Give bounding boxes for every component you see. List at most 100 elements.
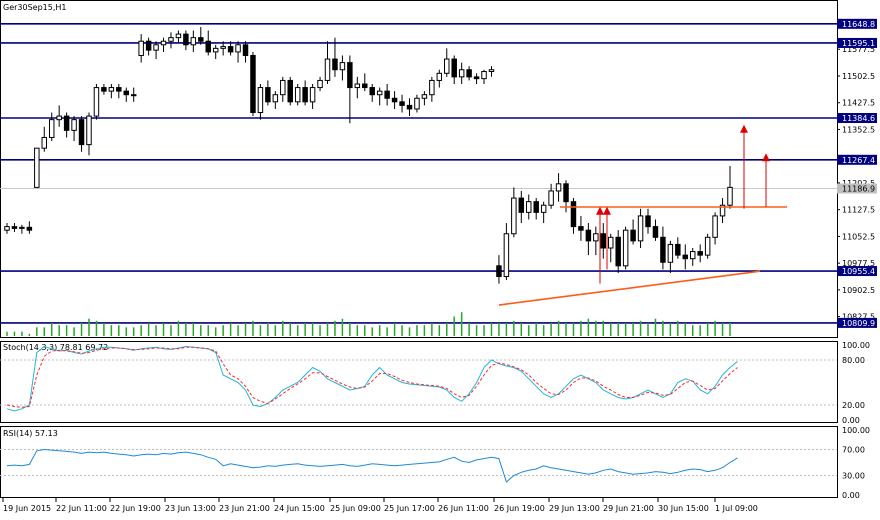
candle-body [26, 226, 33, 231]
candle-body [34, 147, 40, 188]
level-box [837, 154, 877, 165]
candle-body [227, 46, 234, 53]
candle-body [630, 229, 636, 242]
candle-body [19, 226, 25, 229]
y-tick-label: 11502.5 [842, 72, 875, 81]
y-tick-label: 11427.5 [842, 99, 875, 108]
stoch-tick-label: 20.00 [842, 401, 865, 410]
candle-body [555, 183, 562, 192]
x-tick-label: 29 Jun 21:00 [603, 504, 654, 513]
y-tick-label: 10977.5 [842, 259, 875, 268]
candle-body [108, 87, 115, 92]
y-tick-label: 10827.5 [842, 313, 875, 322]
candle-body [332, 58, 338, 71]
x-tick-label: 26 Jun 19:00 [494, 504, 545, 513]
candle-body [242, 44, 249, 56]
candle-body [145, 40, 152, 51]
current-price-label: 11186.9 [842, 184, 875, 193]
candle-body [235, 44, 241, 53]
candle-body [503, 233, 510, 278]
candle-body [78, 119, 85, 146]
level-label: 11267.4 [842, 156, 875, 165]
rsi-series-line [6, 448, 738, 483]
candle-body [496, 265, 502, 278]
stoch-pane: 100.00 80.00 20.00 0.00 [0, 341, 870, 425]
x-tick-label: 22 Jun 19:00 [110, 504, 161, 513]
candle-body [153, 44, 159, 51]
candle-body [48, 119, 55, 138]
candle-body [11, 226, 18, 229]
stoch-title: Stoch(14,3,3) 78.81 69.72 [3, 343, 108, 352]
main-pane-frame [0, 0, 838, 338]
x-tick-label: 30 Jun 15:00 [658, 504, 709, 513]
candle-body [563, 183, 569, 203]
candle-body [138, 40, 144, 56]
x-tick-label: 29 Jun 13:00 [549, 504, 600, 513]
stoch-series-line [6, 346, 738, 408]
candle-body [511, 197, 517, 235]
candle-body [354, 83, 361, 89]
rsi-tick-label: 0.00 [842, 491, 860, 500]
candle-body [123, 90, 129, 96]
rsi-pane-frame [0, 426, 838, 498]
candle-body [652, 226, 659, 238]
candle-body [578, 226, 584, 231]
rsi-title: RSI(14) 57.13 [3, 429, 58, 438]
candle-body [727, 186, 733, 206]
candle-body [116, 87, 122, 92]
candle-body [481, 71, 487, 80]
candle-body [280, 79, 286, 96]
candle-body [712, 215, 718, 238]
x-axis: 19 Jun 2015 22 Jun 11:00 22 Jun 19:00 23 Ju… [2, 498, 758, 513]
candle-body [86, 115, 92, 146]
arrow-head [603, 206, 611, 215]
stoch-pane-frame [0, 341, 838, 423]
y-tick-label: 11577.5 [842, 45, 875, 54]
candle-body [347, 62, 353, 89]
rsi-tick-label: 70.00 [842, 446, 865, 455]
candle-body [622, 229, 629, 267]
candle-body [205, 40, 211, 53]
y-tick-label: 11052.5 [842, 232, 875, 241]
candle-body [697, 251, 703, 256]
level-label: 10955.4 [842, 267, 875, 276]
candle-body [570, 201, 577, 228]
candle-body [56, 115, 62, 121]
candle-body [71, 119, 77, 131]
candle-body [324, 58, 331, 81]
candle-body [399, 101, 405, 106]
candle-body [130, 94, 137, 97]
candle-body [265, 87, 271, 103]
candle-body [391, 97, 398, 103]
x-tick-label: 26 Jun 11:00 [438, 504, 489, 513]
trend-line-rising [498, 270, 761, 306]
candle-body [317, 79, 323, 89]
x-tick-label: 23 Jun 21:00 [219, 504, 270, 513]
chart-title: Ger30Sep15,H1 [3, 3, 67, 12]
candle-body [421, 94, 428, 99]
level-label: 10809.9 [842, 319, 875, 328]
candle-body [526, 201, 532, 213]
candle-body [406, 104, 413, 110]
candle-body [593, 233, 599, 242]
candle-body [294, 87, 301, 103]
candle-body [473, 76, 480, 80]
level-box [837, 18, 877, 29]
main-pane: 11577.5 11502.5 11427.5 11352.5 11202.5 11127… [0, 18, 877, 336]
stoch-tick-label: 80.00 [842, 356, 865, 365]
candle-body [175, 33, 182, 39]
candle-body [93, 87, 100, 117]
candle-body [660, 236, 666, 263]
candle-body [198, 37, 204, 42]
stoch-tick-label: 0.00 [842, 416, 860, 425]
candle-body [444, 58, 450, 74]
candle-body [600, 233, 607, 249]
candle-body [585, 229, 592, 242]
rsi-pane: 100.00 70.00 30.00 0.00 [0, 426, 870, 500]
candle-body [458, 69, 465, 78]
candle-body [719, 204, 726, 217]
candle-body [548, 190, 554, 206]
candle-body [287, 79, 293, 103]
x-tick-label: 22 Jun 11:00 [56, 504, 107, 513]
